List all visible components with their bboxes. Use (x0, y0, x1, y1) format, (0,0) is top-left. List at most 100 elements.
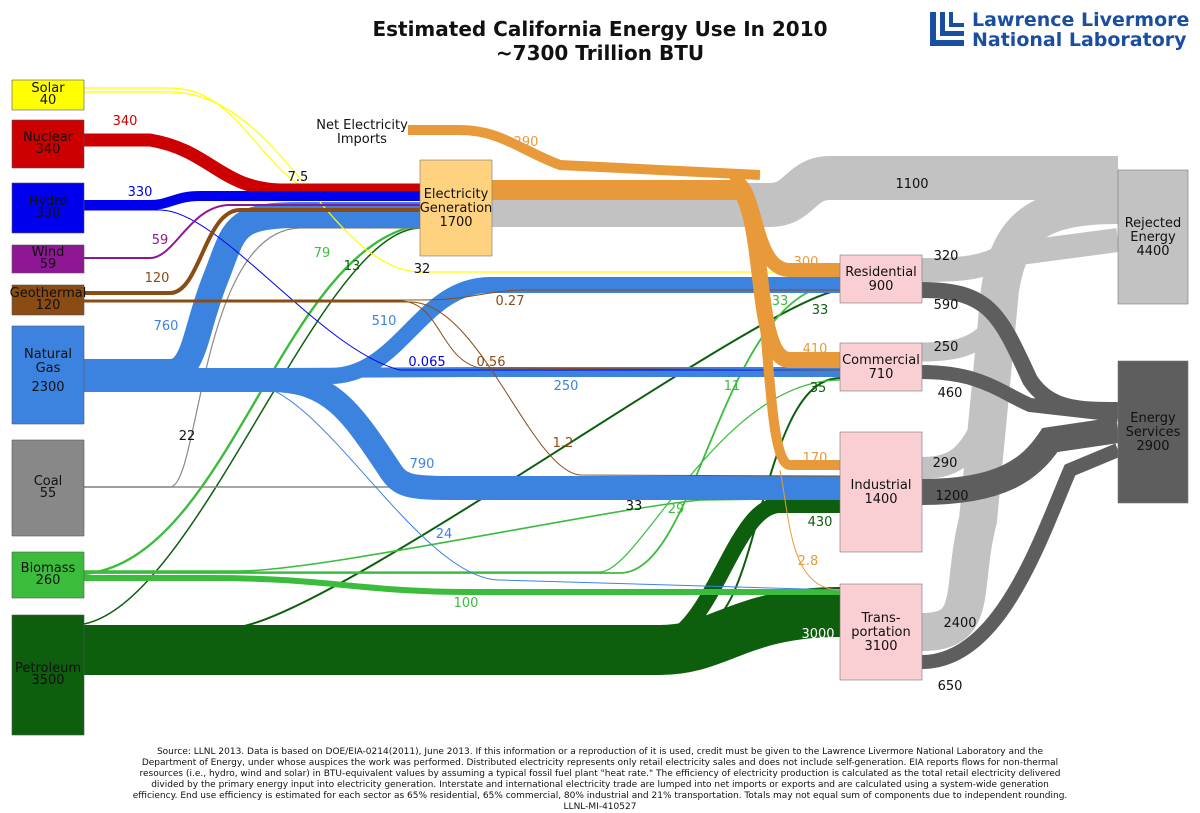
node-name-services: Energy Services (1126, 411, 1181, 440)
flow-label-hydro-elec: 330 (128, 185, 153, 200)
source-box-coal (11, 439, 85, 537)
node-name-industrial: Industrial (851, 478, 912, 493)
node-value-residential: 900 (869, 279, 894, 294)
flow-label-nuclear-elec: 340 (113, 114, 138, 129)
source-value-natgas: 2300 (31, 380, 64, 395)
flow-label-gas-elec: 760 (154, 319, 179, 334)
node-box-services (1117, 360, 1189, 504)
flow-label-solar-res: 32 (414, 262, 431, 277)
flow-com-rej (921, 323, 997, 362)
flow-gas-com (83, 367, 840, 379)
flow-coal-elec (84, 227, 420, 488)
source-name-biomass: Biomass (21, 561, 76, 576)
flow-label-pet-trans: 3000 (801, 627, 834, 642)
node-box-electricity (419, 159, 493, 257)
flow-label-pet-res: 33 (812, 303, 829, 318)
flow-label-geo-elec: 120 (145, 271, 170, 286)
flow-label-elec-rej: 1100 (895, 177, 928, 192)
source-value-geothermal: 120 (36, 298, 61, 313)
node-name-electricity: Electricity Generation (420, 187, 493, 216)
flow-label-com-rej: 250 (934, 340, 959, 355)
source-value-petroleum: 3500 (31, 673, 64, 688)
flow-label-elec-res: 300 (794, 255, 819, 270)
flow-label-bio-elec: 79 (314, 246, 331, 261)
flow-label-bio-ind: 29 (668, 502, 685, 517)
flow-bio-trans (84, 575, 840, 595)
source-value-wind: 59 (40, 257, 57, 272)
flow-ind-rej (921, 415, 995, 479)
source-box-natgas (11, 325, 85, 425)
node-value-commercial: 710 (869, 367, 894, 382)
flow-hydro-com (84, 209, 840, 371)
node-box-industrial (839, 431, 923, 553)
source-name-solar: Solar (31, 81, 65, 96)
flow-label-com-svc: 460 (938, 386, 963, 401)
flow-label-pet-ind: 430 (808, 515, 833, 530)
source-name-nuclear: Nuclear (23, 130, 74, 145)
node-value-transportation: 3100 (864, 639, 897, 654)
flow-label-bio-trans: 100 (454, 596, 479, 611)
node-value-industrial: 1400 (864, 492, 897, 507)
flow-label-res-rej: 320 (934, 249, 959, 264)
source-box-solar (11, 79, 85, 111)
flow-label-elec-com: 410 (803, 342, 828, 357)
flow-label-pet-elec: 13 (344, 259, 361, 274)
logo-line1: Lawrence Livermore (972, 9, 1190, 31)
flow-label-trans-svc: 650 (938, 679, 963, 694)
flow-nuclear-elec (84, 133, 420, 197)
flow-geo-res (84, 289, 840, 301)
flow-ind-svc (921, 417, 1120, 505)
source-name-wind: Wind (32, 245, 65, 260)
flow-label-gas-trans: 24 (436, 527, 453, 542)
flow-label-ind-rej: 290 (933, 456, 958, 471)
flow-bio-res (84, 282, 841, 574)
flow-label-geo-res: 0.27 (496, 294, 525, 309)
flow-gas-elec (84, 202, 420, 385)
node-box-commercial (839, 342, 923, 392)
llnl-logo-icon (930, 12, 964, 46)
diagram-title-line1: Estimated California Energy Use In 2010 (372, 17, 827, 41)
flow-label-solar-elec: 7.5 (288, 170, 309, 185)
node-name-residential: Residential (845, 265, 917, 280)
node-box-residential (839, 254, 923, 304)
source-box-wind (11, 244, 85, 274)
source-value-biomass: 260 (36, 573, 61, 588)
llnl-logo-text: Lawrence Livermore National Laboratory (972, 10, 1189, 50)
node-box-rejected (1117, 169, 1189, 305)
flow-pet-com (84, 377, 841, 627)
source-value-solar: 40 (40, 93, 57, 108)
flow-label-bio-res: 33 (772, 294, 789, 309)
flow-solar-res (84, 91, 840, 273)
flow-label-res-svc: 590 (934, 298, 959, 313)
flow-label-elec-ind: 170 (803, 451, 828, 466)
flow-label-ind-svc: 1200 (935, 489, 968, 504)
flow-gas-ind (84, 368, 840, 500)
flow-label-coal-elec: 22 (179, 429, 196, 444)
logo-line2: National Laboratory (972, 29, 1187, 51)
flow-label-elec-out: 590 (545, 184, 570, 199)
flow-bio-ind (84, 497, 841, 572)
node-value-services: 2900 (1136, 439, 1169, 454)
flow-pet-ind (674, 497, 840, 640)
flow-elec-ind (726, 175, 840, 470)
diagram-title-line2: ~7300 Trillion BTU (496, 41, 704, 65)
source-box-petroleum (11, 614, 85, 736)
source-value-hydro: 330 (36, 206, 61, 221)
flow-wind-elec (84, 204, 420, 259)
flow-label-imports-elec: 290 (514, 135, 539, 150)
node-name-rejected: Rejected Energy (1125, 216, 1182, 245)
node-name-net-imports: Net Electricity Imports (316, 118, 408, 147)
source-value-nuclear: 340 (36, 142, 61, 157)
node-box-transportation (839, 583, 923, 681)
flow-pet-elec (83, 227, 421, 625)
flow-bio-elec (83, 223, 421, 576)
source-box-hydro (11, 182, 85, 234)
flow-geo-elec (84, 208, 420, 295)
flow-label-elec-trans: 2.8 (798, 554, 819, 569)
flow-label-gas-ind: 790 (410, 457, 435, 472)
source-name-petroleum: Petroleum (15, 661, 81, 676)
source-box-geothermal (11, 284, 85, 316)
flow-hydro-elec (84, 191, 420, 210)
flow-label-geo-com: 0.56 (477, 355, 506, 370)
